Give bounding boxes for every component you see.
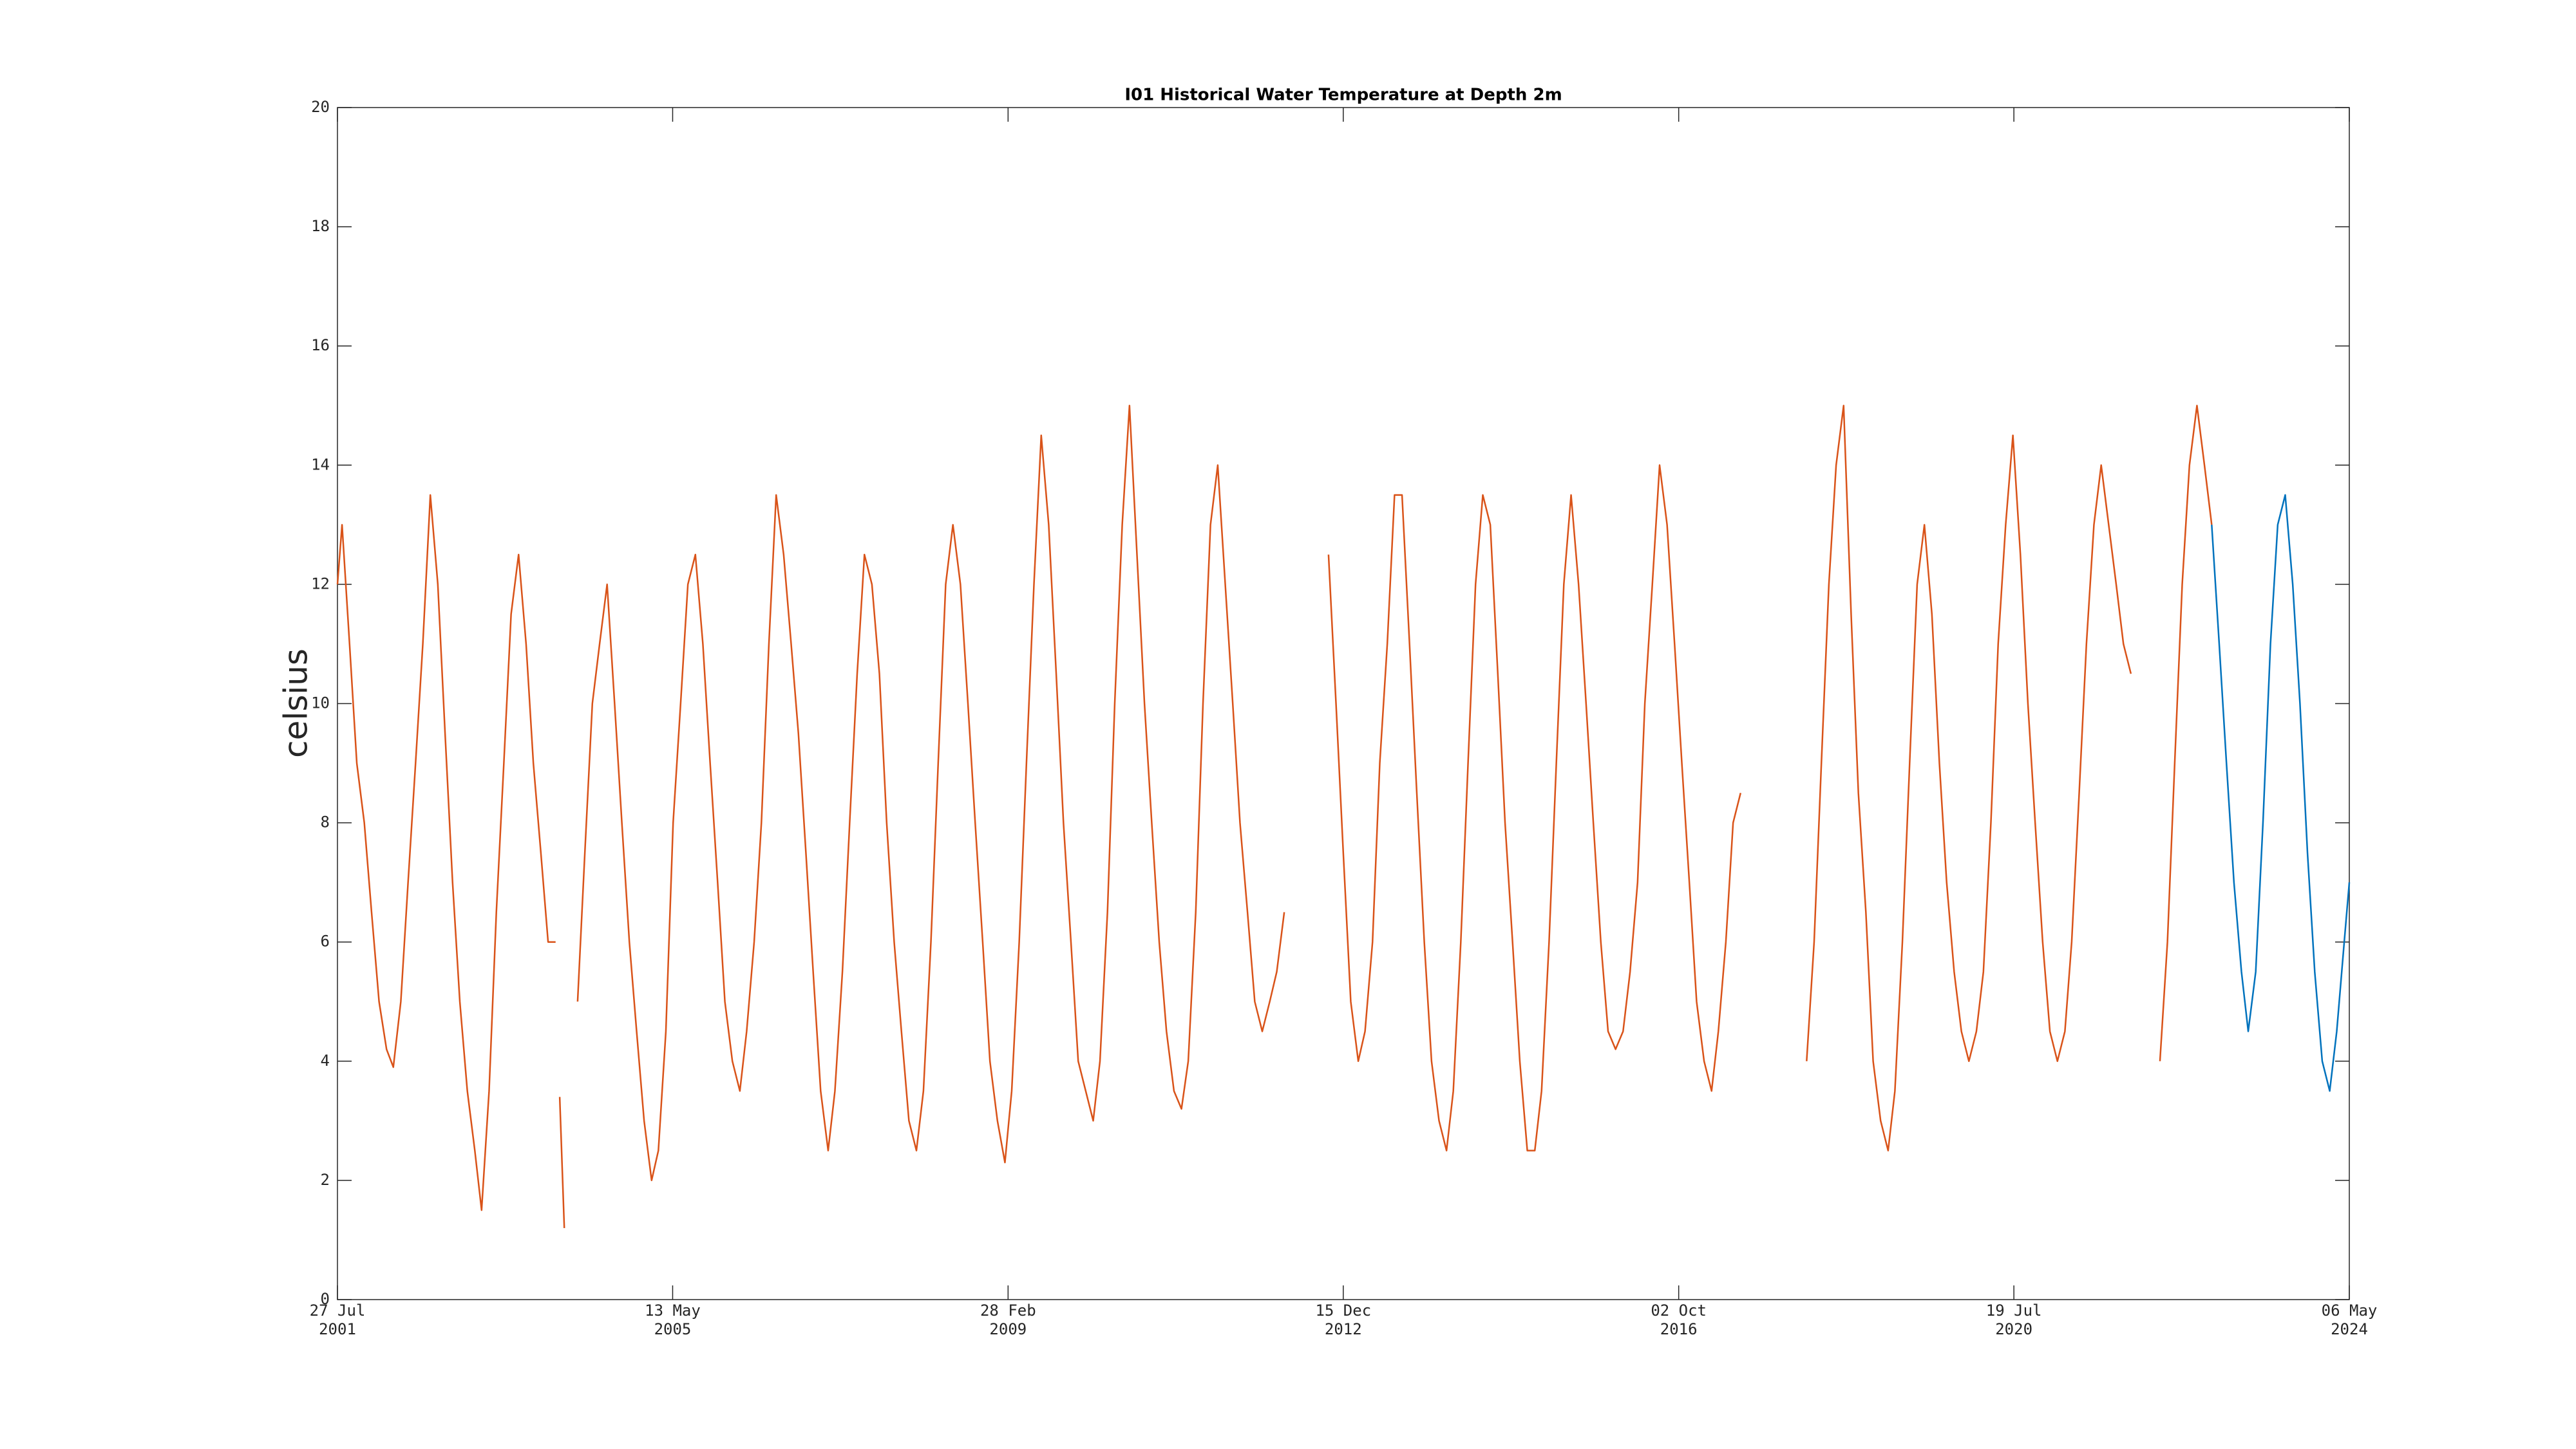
x-tick-label: 2024 — [2331, 1320, 2368, 1338]
x-tick-label: 27 Jul — [310, 1302, 366, 1320]
series-line — [336, 404, 2213, 1228]
x-tick-label: 19 Jul — [1986, 1302, 2042, 1320]
x-tick-label: 02 Oct — [1651, 1302, 1707, 1320]
x-tick-label: 2001 — [319, 1320, 356, 1338]
y-axis-label: celsius — [278, 649, 315, 758]
y-tick-label: 4 — [321, 1052, 330, 1070]
y-tick-label: 6 — [321, 933, 330, 951]
x-tick-label: 2020 — [1995, 1320, 2032, 1338]
y-tick-label: 0 — [321, 1290, 330, 1308]
y-tick-label: 8 — [321, 813, 330, 831]
x-tick-label: 2005 — [654, 1320, 692, 1338]
chart-title: I01 Historical Water Temperature at Dept… — [1124, 86, 1562, 105]
y-tick-label: 20 — [311, 98, 330, 116]
y-tick-label: 12 — [311, 574, 330, 592]
x-tick-label: 28 Feb — [980, 1302, 1036, 1320]
x-tick-label: 15 Dec — [1315, 1302, 1371, 1320]
x-tick-label: 2016 — [1660, 1320, 1698, 1338]
y-tick-label: 18 — [311, 217, 330, 235]
y-tick-label: 14 — [311, 455, 330, 473]
y-tick-label: 2 — [321, 1171, 330, 1189]
x-tick-label: 2009 — [989, 1320, 1027, 1338]
y-tick-label: 10 — [311, 694, 330, 712]
x-tick-label: 2012 — [1325, 1320, 1362, 1338]
x-tick-label: 06 May — [2322, 1302, 2378, 1320]
y-tick-label: 16 — [311, 336, 330, 354]
series-line — [2211, 494, 2351, 1092]
x-tick-label: 13 May — [645, 1302, 701, 1320]
